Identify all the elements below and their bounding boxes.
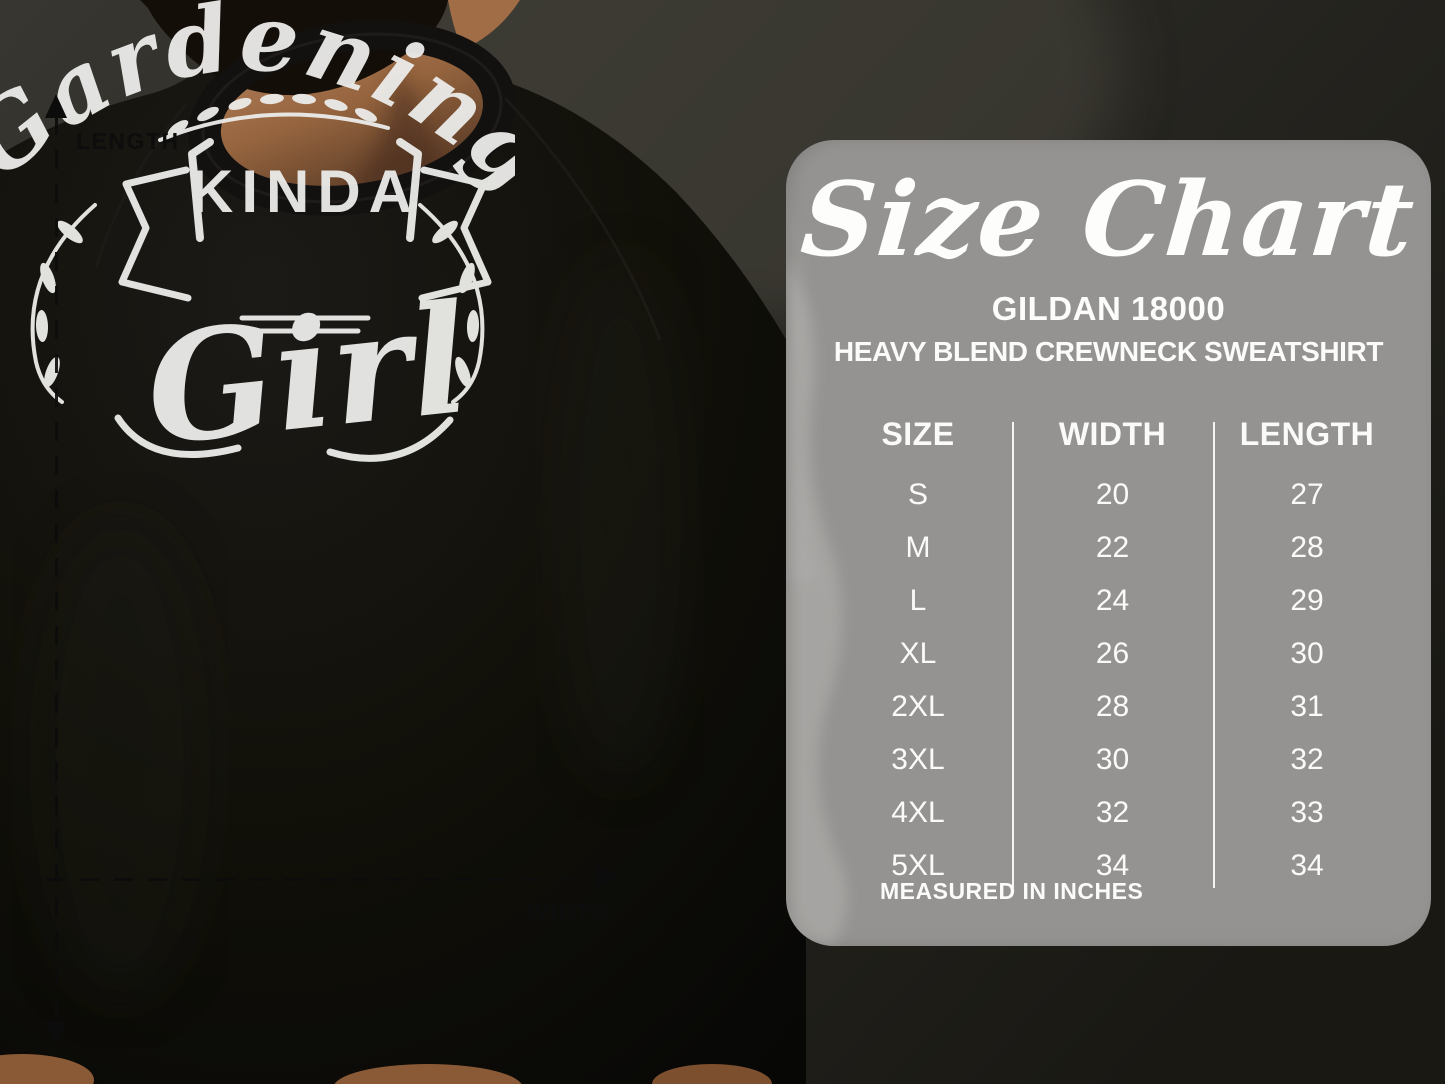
- header-width: WIDTH: [1058, 416, 1167, 452]
- sleeve-fold: [550, 260, 690, 780]
- table-row: 3XL 30 32: [786, 733, 1431, 786]
- length-cell: 34: [1290, 848, 1324, 882]
- length-cell: 30: [1290, 636, 1324, 670]
- size-cell: 3XL: [891, 742, 945, 776]
- length-cell: 33: [1290, 795, 1324, 829]
- design-word-kinda: KINDA: [190, 158, 420, 225]
- arrow-right-icon: [596, 866, 622, 888]
- column-divider: [1213, 422, 1215, 888]
- collar-band: [188, 20, 516, 216]
- size-cell: M: [905, 530, 931, 564]
- table-row: S 20 27: [786, 468, 1431, 521]
- length-cell: 27: [1290, 477, 1324, 511]
- size-cell: S: [907, 477, 928, 511]
- length-measure-line: [55, 116, 58, 1028]
- table-row: M 22 28: [786, 521, 1431, 574]
- size-cell: L: [909, 583, 927, 617]
- shirt-graphic: Gardening KINDA Girl: [0, 0, 515, 470]
- size-cell: XL: [899, 636, 937, 670]
- arm-showthrough: [786, 180, 848, 946]
- table-body: S 20 27 M 22 28 L 24 29 XL 26 30: [786, 468, 1431, 892]
- length-label: LENGTH: [76, 128, 180, 154]
- header-size: SIZE: [881, 416, 955, 452]
- size-cell: 5XL: [891, 848, 945, 882]
- size-cell: 2XL: [891, 689, 945, 723]
- table-row: 5XL 34 34: [786, 839, 1431, 892]
- table-row: XL 26 30: [786, 627, 1431, 680]
- hand-left: [0, 1054, 94, 1084]
- table-row: 4XL 32 33: [786, 786, 1431, 839]
- size-table: SIZE WIDTH LENGTH S 20 27 M 22 28 L 24: [786, 408, 1431, 892]
- length-cell: 32: [1290, 742, 1324, 776]
- table-row: 2XL 28 31: [786, 680, 1431, 733]
- units-footnote: MEASURED IN INCHES: [880, 878, 1144, 904]
- table-header-row: SIZE WIDTH LENGTH: [786, 408, 1431, 461]
- length-cell: 28: [1290, 530, 1324, 564]
- length-cell: 29: [1290, 583, 1324, 617]
- design-ornaments: [30, 112, 492, 462]
- arrow-up-icon: [45, 94, 67, 118]
- width-cell: 26: [1095, 636, 1130, 670]
- header-length: LENGTH: [1239, 416, 1375, 452]
- width-cell: 32: [1095, 795, 1130, 829]
- product-name: HEAVY BLEND CREWNECK SWEATSHIRT: [833, 336, 1384, 367]
- length-cell: 31: [1290, 689, 1324, 723]
- width-cell: 30: [1095, 742, 1130, 776]
- table-row: L 24 29: [786, 574, 1431, 627]
- size-cell: 4XL: [891, 795, 945, 829]
- jaw-skin: [448, 0, 520, 50]
- width-cell: 20: [1095, 477, 1130, 511]
- design-word-girl: Girl: [139, 271, 477, 470]
- width-cell: 28: [1095, 689, 1130, 723]
- width-cell: 24: [1095, 583, 1130, 617]
- brand-name: GILDAN 18000: [991, 290, 1226, 327]
- size-chart-panel: Size Chart GILDAN 18000 HEAVY BLEND CREW…: [786, 140, 1431, 946]
- width-cell: 22: [1095, 530, 1130, 564]
- width-cell: 34: [1095, 848, 1130, 882]
- collar-rib: [201, 32, 503, 204]
- panel-title: Size Chart: [796, 160, 1421, 280]
- hand-right: [652, 1064, 772, 1084]
- width-label: WIDTH: [527, 899, 610, 925]
- column-divider: [1012, 422, 1014, 888]
- design-leaves: [35, 93, 480, 388]
- hand-center: [334, 1064, 522, 1084]
- width-measure-line: [46, 878, 598, 881]
- arrow-down-icon: [45, 1022, 67, 1046]
